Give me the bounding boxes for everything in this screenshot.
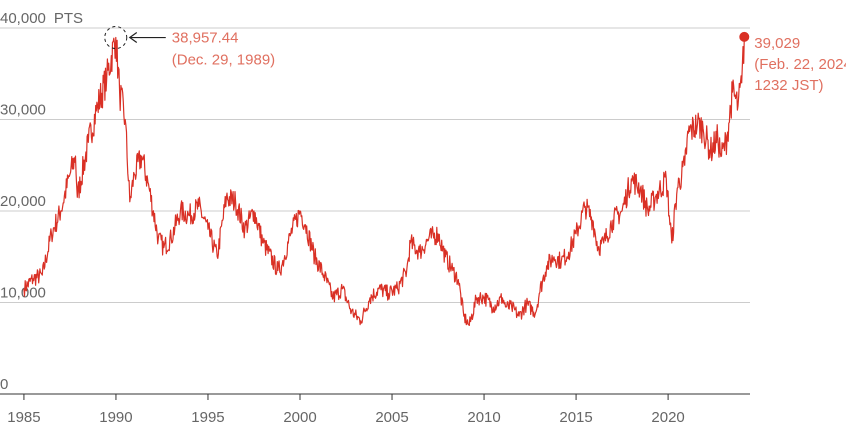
latest-value-label: 39,029	[754, 35, 800, 52]
x-tick-label: 2010	[467, 409, 500, 426]
y-axis-ticks: 0 10,000 20,000 30,000 40,000 PTS	[0, 10, 83, 393]
latest-point-marker	[739, 31, 750, 42]
x-tick-label: 1985	[7, 409, 40, 426]
x-axis: 1985 1990 1995 2000 2005 2010 2015 2020	[0, 393, 750, 426]
x-tick-label: 2000	[283, 409, 316, 426]
series-line-nikkei	[23, 36, 745, 326]
x-tick-label: 2015	[559, 409, 592, 426]
series-layer	[23, 36, 745, 326]
y-tick-label: 20,000	[0, 193, 46, 210]
x-tick-label: 1990	[99, 409, 132, 426]
x-tick-label: 2020	[651, 409, 684, 426]
y-tick-label: 30,000	[0, 102, 46, 119]
annotations: 38,957.44 (Dec. 29, 1989) 39,029 (Feb. 22, …	[104, 26, 846, 94]
latest-date-label: (Feb. 22, 2024	[754, 56, 846, 73]
y-tick-label: 0	[0, 376, 8, 393]
peak-arrow-head	[128, 32, 138, 44]
peak-marker-circle	[104, 26, 128, 50]
peak-date-label: (Dec. 29, 1989)	[172, 52, 275, 69]
y-unit-label: PTS	[54, 10, 83, 27]
x-tick-label: 2005	[375, 409, 408, 426]
x-tick-label: 1995	[191, 409, 224, 426]
y-tick-label: 10,000	[0, 285, 46, 302]
peak-value-label: 38,957.44	[172, 30, 239, 47]
y-tick-label: 40,000 PTS	[0, 10, 83, 27]
latest-time-label: 1232 JST)	[754, 77, 823, 94]
